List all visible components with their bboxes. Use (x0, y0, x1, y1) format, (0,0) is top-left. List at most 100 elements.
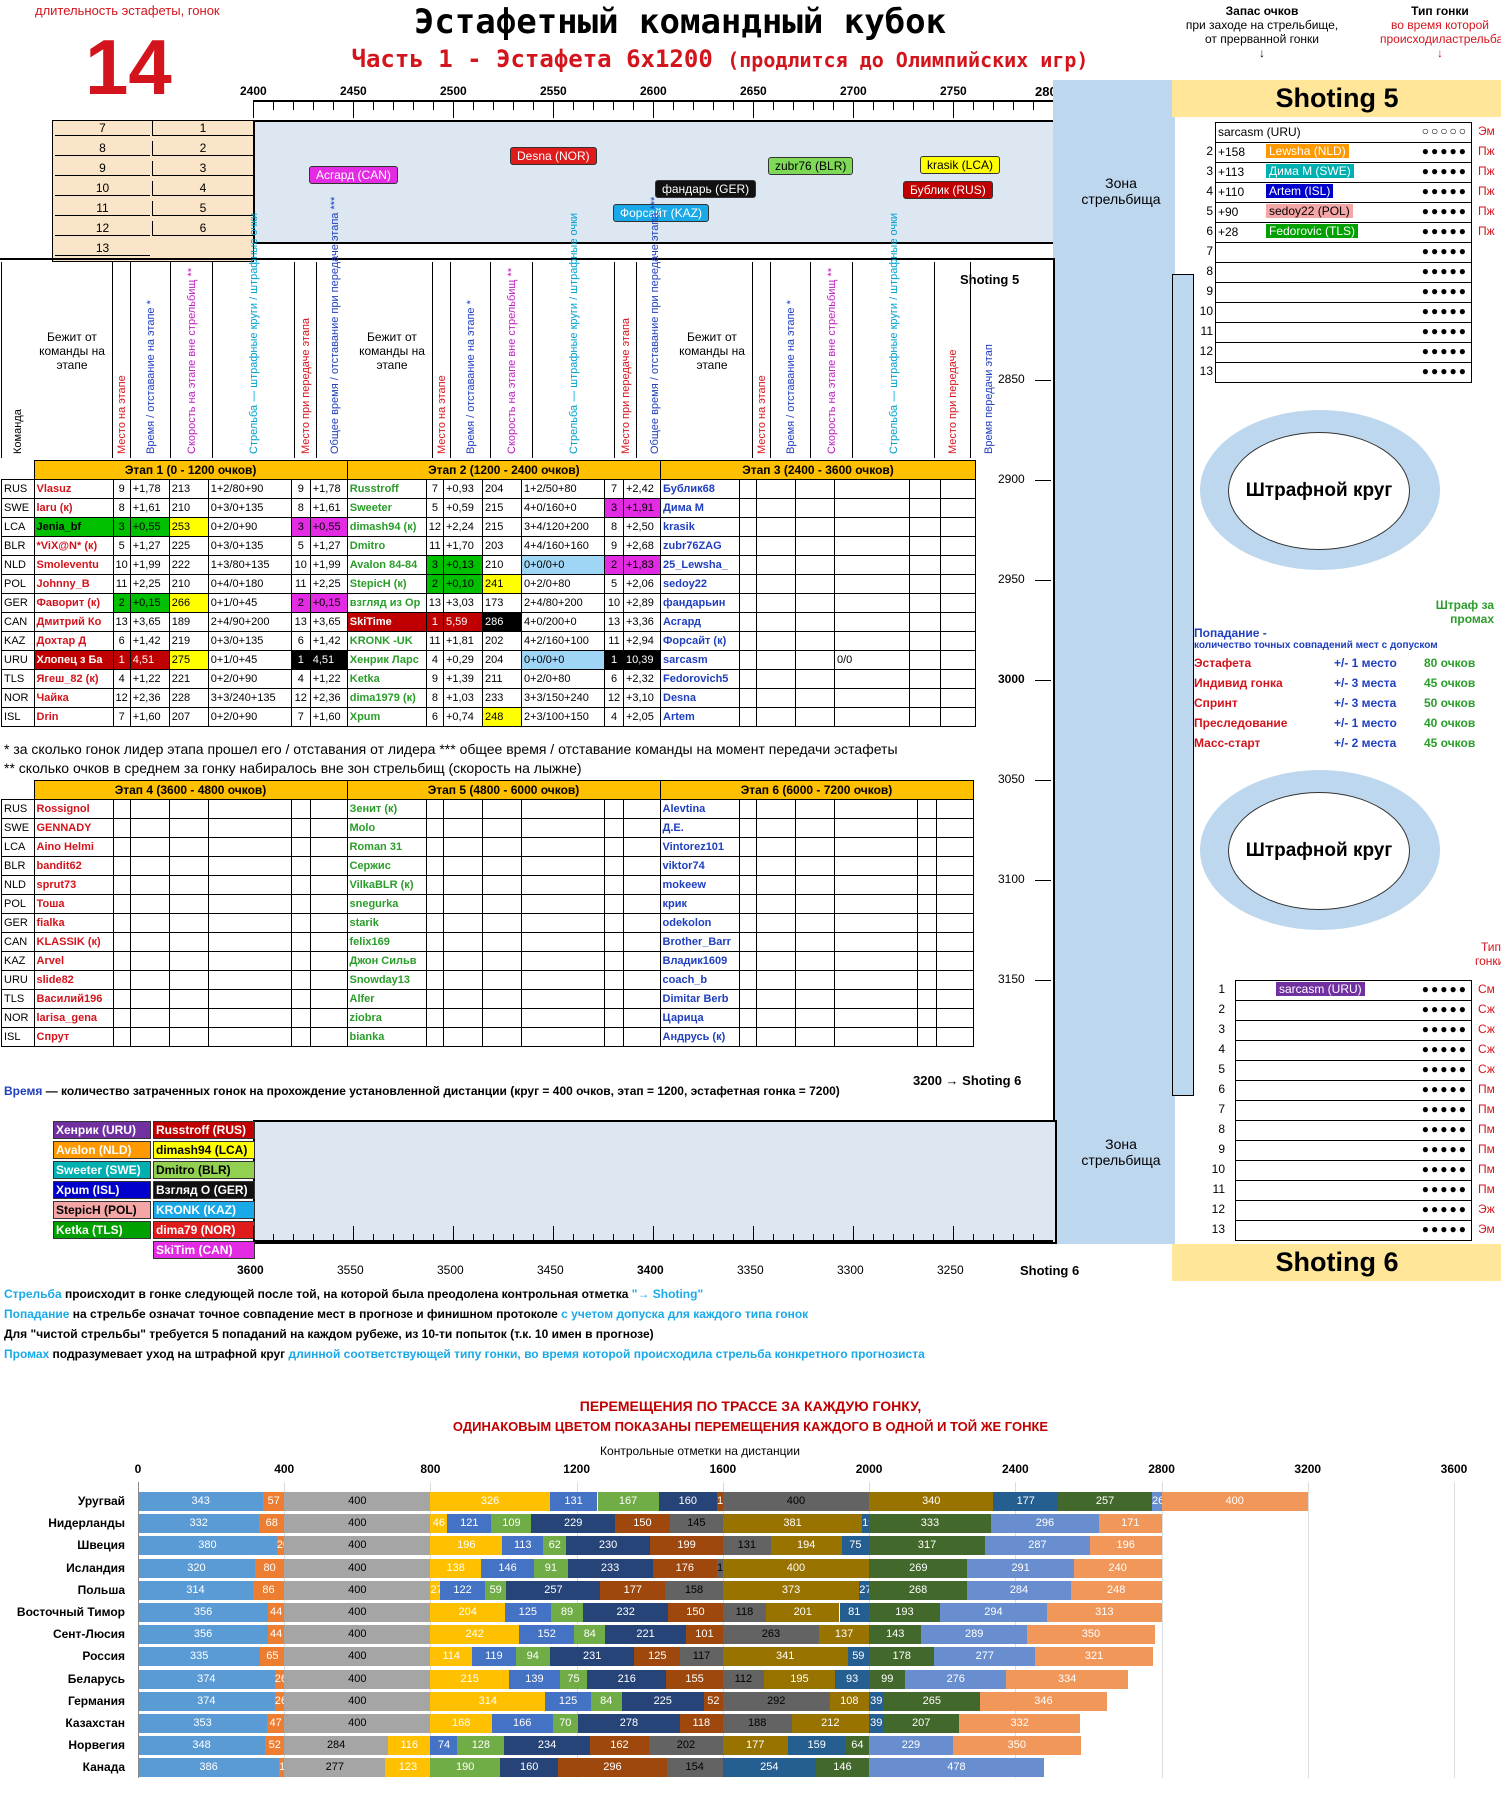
column-header: Стрельба — штрафные круги / штрафные очк… (532, 213, 615, 458)
bar-segment: 99 (869, 1669, 906, 1689)
shooting-row-number: 12 (1211, 1202, 1225, 1216)
shooting-row: ●●●●● (1235, 1040, 1472, 1061)
cell (756, 631, 796, 651)
column-header: Место на этапе (112, 262, 131, 458)
tick-mark (833, 1234, 834, 1242)
data-label: 138 (446, 1561, 465, 1574)
data-label: 343 (191, 1495, 210, 1507)
shooting-row-number: 2 (1206, 144, 1213, 158)
team-code: POL (1, 574, 35, 594)
bar-segment: 75 (841, 1536, 870, 1556)
data-label: 248 (1107, 1583, 1126, 1596)
gridline (1454, 1482, 1455, 1778)
runner-name: felix169 (346, 932, 427, 952)
data-label: 116 (400, 1739, 418, 1752)
bar-segment: 216 (587, 1669, 667, 1689)
cell (112, 799, 131, 819)
cell (756, 536, 796, 556)
cell (756, 517, 796, 537)
cell (795, 669, 835, 689)
data-label: 59 (489, 1583, 502, 1596)
cell (290, 989, 311, 1009)
cell (909, 555, 941, 575)
cell (290, 951, 311, 971)
race-type-name: Преследование (1194, 716, 1288, 730)
data-label: 145 (687, 1517, 706, 1530)
cell: 2+4/90+200 (207, 612, 292, 632)
bar-segment: 195 (763, 1669, 836, 1689)
data-label: 400 (348, 1606, 367, 1618)
shooting-row: ●●●●● (1215, 362, 1472, 383)
tolerance: +/- 3 места (1334, 696, 1397, 710)
tick-mark (1033, 102, 1034, 110)
time-note: Время — количество затраченных гонок на … (4, 1084, 1004, 1098)
cell (129, 799, 170, 819)
bar-segment: 171 (1099, 1514, 1162, 1534)
shooting-5-header: Shoting 5 (1172, 80, 1501, 117)
cell: Smoleventu (33, 555, 114, 575)
data-label: 229 (901, 1739, 921, 1752)
data-label: 313 (1095, 1606, 1114, 1618)
cell (622, 856, 661, 876)
tick-mark (533, 1234, 534, 1242)
data-label: 143 (886, 1628, 905, 1641)
bar-segment: 333 (869, 1514, 991, 1534)
cell (935, 951, 974, 971)
table-row: BLR *ViX@N* (к) 5 +1,27 225 0+3/0+135 5 +1,27 Dm… (1, 536, 976, 556)
side-axis-tick: 3100 (998, 872, 1025, 886)
cell (129, 1027, 170, 1047)
bar-segment: 276 (905, 1669, 1007, 1689)
cell (916, 989, 937, 1009)
cell (834, 498, 910, 518)
data-label: 341 (776, 1650, 795, 1663)
cell: 11 (425, 536, 445, 556)
race-type-name: Эстафета (1194, 656, 1252, 670)
data-label: 166 (513, 1717, 532, 1729)
cell (520, 856, 605, 876)
cell (622, 970, 661, 990)
runner-name: slide82 (33, 970, 114, 990)
tolerance: +/- 1 место (1334, 716, 1397, 730)
cell (603, 856, 624, 876)
side-axis-tick: 2850 (998, 372, 1025, 386)
column-header: Время / отставание на этапе * (130, 262, 171, 458)
cell: 4 (112, 669, 131, 689)
cell (290, 932, 311, 952)
runner-name: Джон Сильв (346, 951, 427, 971)
reserve-value: +90 (1218, 205, 1239, 219)
shooting-row-number: 4 (1206, 184, 1213, 198)
runner-name: Rossignol (33, 799, 114, 819)
column-header-text: Скорость на этапе вне стрельбищ ** (506, 267, 518, 454)
bar-segment: 400 (284, 1514, 431, 1534)
cell (425, 799, 444, 819)
cell (481, 875, 522, 895)
data-label: 215 (460, 1672, 479, 1685)
tick-mark (313, 1234, 314, 1242)
data-label: 101 (695, 1628, 714, 1641)
cell (622, 951, 661, 971)
race-type-desc-1: во время которой (1391, 18, 1489, 32)
cell: 0+2/0+80 (521, 669, 605, 689)
cell (909, 707, 941, 727)
cell (755, 989, 796, 1009)
cell (834, 669, 910, 689)
data-label: 350 (1007, 1739, 1026, 1752)
data-label: 294 (984, 1606, 1003, 1618)
cell (794, 989, 835, 1009)
category-label: Казахстан (65, 1716, 125, 1730)
runner-name: bandit62 (33, 856, 114, 876)
penalty-points: 40 очков (1424, 716, 1476, 730)
bar-segment: 167 (597, 1492, 659, 1511)
cell (756, 612, 796, 632)
cell: Ягеш_82 (к) (33, 669, 114, 689)
bar-segment: 257 (1058, 1492, 1153, 1511)
cell: dimash94 (к) (346, 517, 427, 537)
cell (834, 688, 910, 708)
shooting-row-number: 10 (1211, 1162, 1225, 1176)
cell: 204 (482, 479, 522, 499)
data-label: 221 (636, 1628, 655, 1641)
data-label: 212 (821, 1717, 840, 1729)
data-label: 400 (348, 1561, 367, 1574)
target-dots: ●●●●● (1421, 264, 1468, 278)
data-label: 196 (457, 1539, 476, 1552)
